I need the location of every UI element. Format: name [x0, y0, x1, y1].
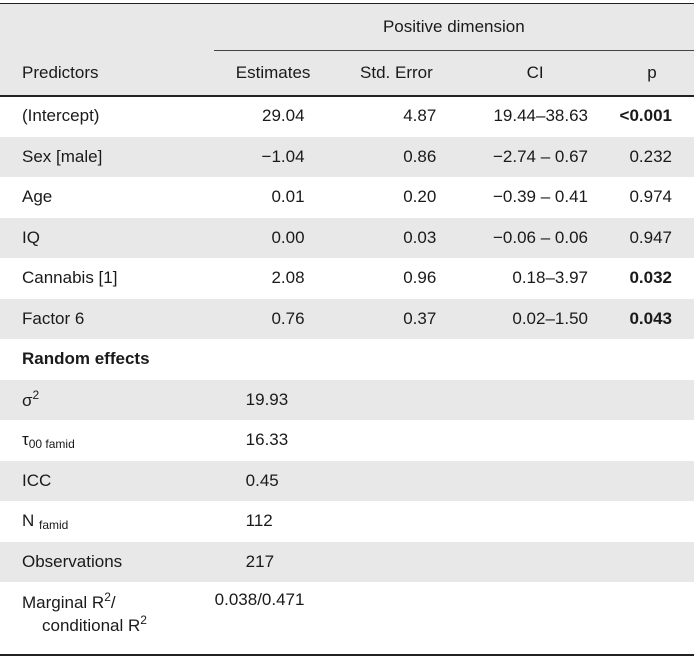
r2-label: Marginal R2/ conditional R2 [22, 590, 147, 635]
regression-table: Positive dimension Predictors Estimates … [0, 4, 694, 646]
table-bottom-rule [0, 654, 694, 656]
std-error-cell: 4.87 [403, 106, 437, 126]
table-row: Factor 6 0.76 0.37 0.02–1.50 0.043 [0, 298, 694, 339]
table-row: (Intercept) 29.04 4.87 19.44–38.63 <0.001 [0, 96, 694, 137]
p-value-cell: <0.001 [619, 106, 672, 126]
col-header-estimates: Estimates [213, 50, 333, 96]
col-header-ci: CI [460, 50, 610, 96]
header-group-row: Positive dimension [0, 4, 694, 50]
p-value-cell: 0.232 [610, 136, 694, 177]
std-error-cell: 0.37 [332, 298, 461, 339]
ci-cell: 0.02–1.50 [460, 298, 610, 339]
icc-label: ICC [0, 460, 214, 501]
n-famid-label: N famid [22, 510, 69, 532]
ci-cell: −0.39 – 0.41 [492, 187, 588, 207]
random-effects-heading: Random effects [22, 349, 150, 369]
ci-cell: −0.06 – 0.06 [460, 217, 610, 258]
table-row-r2: Marginal R2/ conditional R2 0.038/0.471 [0, 582, 694, 646]
random-effects-body: Random effects σ2 19.93 τ00 famid 16.33 … [0, 339, 694, 646]
estimate-cell: 0.76 [213, 298, 333, 339]
table-row: Age 0.01 0.20 −0.39 – 0.41 0.974 [0, 177, 694, 218]
header-columns-row: Predictors Estimates Std. Error CI p [0, 50, 694, 96]
random-effects-section-row: Random effects [0, 339, 694, 380]
n-famid-value: 112 [245, 511, 273, 531]
col-header-p: p [610, 50, 694, 96]
table-row-tau00: τ00 famid 16.33 [0, 420, 694, 461]
estimate-cell: 0.01 [271, 187, 305, 207]
table-row: IQ 0.00 0.03 −0.06 – 0.06 0.947 [0, 217, 694, 258]
fixed-effects-body: (Intercept) 29.04 4.87 19.44–38.63 <0.001 Sex… [0, 96, 694, 339]
predictor-cell: Sex [male] [0, 136, 214, 177]
predictor-cell: Age [22, 187, 53, 207]
predictor-cell: (Intercept) [22, 106, 100, 126]
ci-cell: 0.18–3.97 [512, 268, 588, 288]
table-row: Cannabis [1] 2.08 0.96 0.18–3.97 0.032 [0, 258, 694, 299]
p-value-cell: 0.974 [629, 187, 672, 207]
std-error-cell: 0.86 [332, 136, 461, 177]
predictor-cell: Factor 6 [0, 298, 214, 339]
table-row-icc: ICC 0.45 [0, 460, 694, 501]
estimate-cell: 29.04 [262, 106, 305, 126]
ci-cell: 19.44–38.63 [493, 106, 588, 126]
table-row-sigma2: σ2 19.93 [0, 379, 694, 420]
estimate-cell: 2.08 [271, 268, 305, 288]
std-error-cell: 0.20 [403, 187, 437, 207]
ci-cell: −2.74 – 0.67 [460, 136, 610, 177]
col-header-predictors: Predictors [0, 50, 214, 96]
table-row-n-famid: N famid 112 [0, 501, 694, 542]
header-bottom-rule [0, 95, 694, 97]
col-header-std-error: Std. Error [332, 50, 461, 96]
icc-value: 0.45 [213, 460, 333, 501]
observations-value: 217 [213, 541, 333, 582]
sigma2-label: σ2 [0, 379, 214, 420]
table-row: Sex [male] −1.04 0.86 −2.74 – 0.67 0.232 [0, 136, 694, 177]
predictor-cell: IQ [0, 217, 214, 258]
tau00-value: 16.33 [245, 430, 289, 450]
sigma2-value: 19.93 [213, 379, 333, 420]
p-value-cell: 0.032 [629, 268, 672, 288]
estimate-cell: 0.00 [213, 217, 333, 258]
group-header-positive-dimension: Positive dimension [213, 4, 694, 50]
group-header-rule [214, 50, 694, 51]
tau00-label: τ00 famid [22, 429, 75, 451]
observations-label: Observations [0, 541, 214, 582]
p-value-cell: 0.043 [610, 298, 694, 339]
predictor-cell: Cannabis [1] [22, 268, 118, 288]
p-value-cell: 0.947 [610, 217, 694, 258]
table-row-observations: Observations 217 [0, 541, 694, 582]
r2-value: 0.038/0.471 [214, 590, 305, 609]
estimate-cell: −1.04 [213, 136, 333, 177]
std-error-cell: 0.03 [332, 217, 461, 258]
std-error-cell: 0.96 [403, 268, 437, 288]
table-top-rule [0, 3, 694, 5]
